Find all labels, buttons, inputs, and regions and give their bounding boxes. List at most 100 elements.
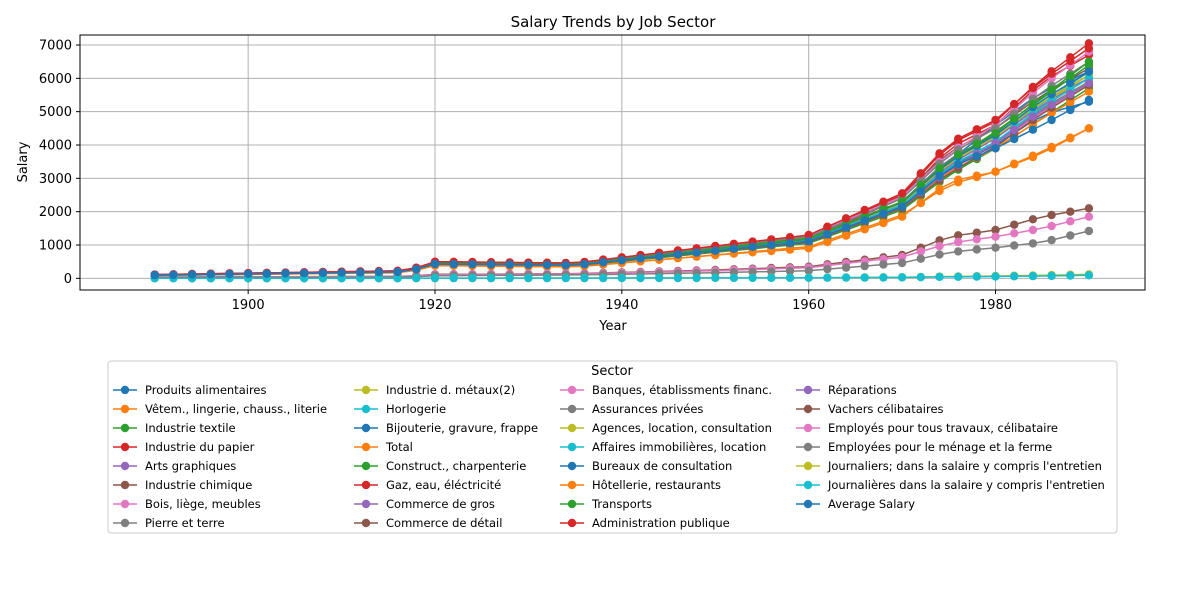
legend-marker xyxy=(803,461,813,471)
data-point xyxy=(599,273,608,283)
data-point xyxy=(972,152,981,161)
legend-marker xyxy=(361,461,371,471)
data-point xyxy=(935,250,944,259)
data-point xyxy=(692,273,701,283)
data-point xyxy=(1084,212,1094,221)
data-point xyxy=(991,232,1000,241)
data-point xyxy=(841,263,851,272)
legend-label: Industrie d. métaux(2) xyxy=(386,383,515,397)
data-point xyxy=(954,247,963,256)
y-tick-label: 5000 xyxy=(39,105,72,120)
data-point xyxy=(505,273,514,283)
legend-marker xyxy=(567,518,577,528)
data-point xyxy=(879,273,888,282)
legend-label: Agences, location, consultation xyxy=(592,421,772,435)
data-point xyxy=(860,205,869,215)
legend-label: Hôtellerie, restaurants xyxy=(592,478,721,492)
data-point xyxy=(954,160,963,169)
data-point xyxy=(1010,229,1019,238)
legend-label: Vêtem., lingerie, chauss., literie xyxy=(145,402,327,416)
data-point xyxy=(916,254,925,263)
data-point xyxy=(374,268,384,277)
data-point xyxy=(991,115,1000,125)
legend-item: Réparations xyxy=(796,383,897,397)
legend-item: Pierre et terre xyxy=(113,516,225,530)
legend-label: Réparations xyxy=(828,383,897,397)
legend-marker xyxy=(361,385,371,395)
data-point xyxy=(972,228,981,237)
data-point xyxy=(1066,105,1075,115)
data-point xyxy=(935,171,944,181)
legend-marker xyxy=(803,480,813,490)
data-point xyxy=(225,270,234,279)
data-point xyxy=(935,272,944,282)
data-point xyxy=(897,258,907,268)
data-point xyxy=(823,264,832,274)
data-point xyxy=(804,237,813,246)
data-point xyxy=(767,273,776,283)
legend-item: Affaires immobilières, location xyxy=(560,440,766,454)
legend-marker xyxy=(567,480,577,490)
data-point xyxy=(916,187,925,196)
data-point xyxy=(860,225,869,234)
legend-marker xyxy=(803,442,813,452)
legend-item: Bois, liège, meubles xyxy=(113,497,261,511)
data-point xyxy=(916,247,925,256)
legend-marker xyxy=(803,385,813,395)
data-point xyxy=(150,270,159,280)
data-point xyxy=(823,222,832,231)
data-point xyxy=(1010,99,1019,109)
x-axis-label: Year xyxy=(598,319,627,334)
data-point xyxy=(785,239,795,248)
legend-label: Bijouterie, gravure, frappe xyxy=(386,421,538,435)
data-point xyxy=(841,231,851,240)
legend-item: Vachers célibataires xyxy=(796,402,944,416)
plot-frame xyxy=(79,34,1146,291)
legend-label: Journalières dans la salaire y compris l… xyxy=(827,478,1105,492)
data-point xyxy=(281,269,290,278)
data-point xyxy=(1047,100,1056,109)
legend-item: Industrie du papier xyxy=(113,440,255,454)
data-point xyxy=(1028,225,1038,235)
legend-label: Administration publique xyxy=(592,516,730,530)
data-point xyxy=(767,240,776,250)
legend-marker xyxy=(567,499,577,509)
data-point xyxy=(935,149,944,158)
data-point xyxy=(860,261,869,271)
data-point xyxy=(1066,134,1075,143)
legend-marker xyxy=(120,423,130,433)
data-point xyxy=(337,268,346,277)
data-point xyxy=(542,273,552,283)
legend-item: Produits alimentaires xyxy=(113,383,266,397)
data-point xyxy=(823,237,832,247)
data-point xyxy=(393,274,402,283)
data-point xyxy=(841,223,851,232)
data-point xyxy=(1066,71,1075,80)
legend-item: Transports xyxy=(560,497,652,511)
data-point xyxy=(1066,207,1075,216)
legend-item: Bureaux de consultation xyxy=(560,459,732,473)
legend-label: Commerce de détail xyxy=(386,516,502,530)
y-tick-label: 0 xyxy=(64,272,72,287)
legend-item: Average Salary xyxy=(796,497,915,511)
data-point xyxy=(1084,124,1094,133)
legend-label: Transports xyxy=(591,497,652,511)
legend-marker xyxy=(120,461,130,471)
legend-label: Arts graphiques xyxy=(145,459,236,473)
legend-item: Journaliers; dans la salaire y compris l… xyxy=(796,459,1102,473)
y-tick-label: 7000 xyxy=(39,39,72,54)
data-point xyxy=(1084,204,1094,213)
data-point xyxy=(561,273,570,283)
legend-label: Gaz, eau, éléctricité xyxy=(386,478,501,492)
legend-item: Industrie d. métaux(2) xyxy=(354,383,515,397)
data-point xyxy=(1047,210,1056,220)
legend-marker xyxy=(361,404,371,414)
legend-marker xyxy=(803,423,813,433)
data-point xyxy=(1066,56,1075,66)
legend-marker xyxy=(361,499,371,509)
data-point xyxy=(1084,67,1094,76)
legend-item: Gaz, eau, éléctricité xyxy=(354,478,501,492)
data-point xyxy=(972,139,981,149)
data-point xyxy=(1010,134,1019,144)
